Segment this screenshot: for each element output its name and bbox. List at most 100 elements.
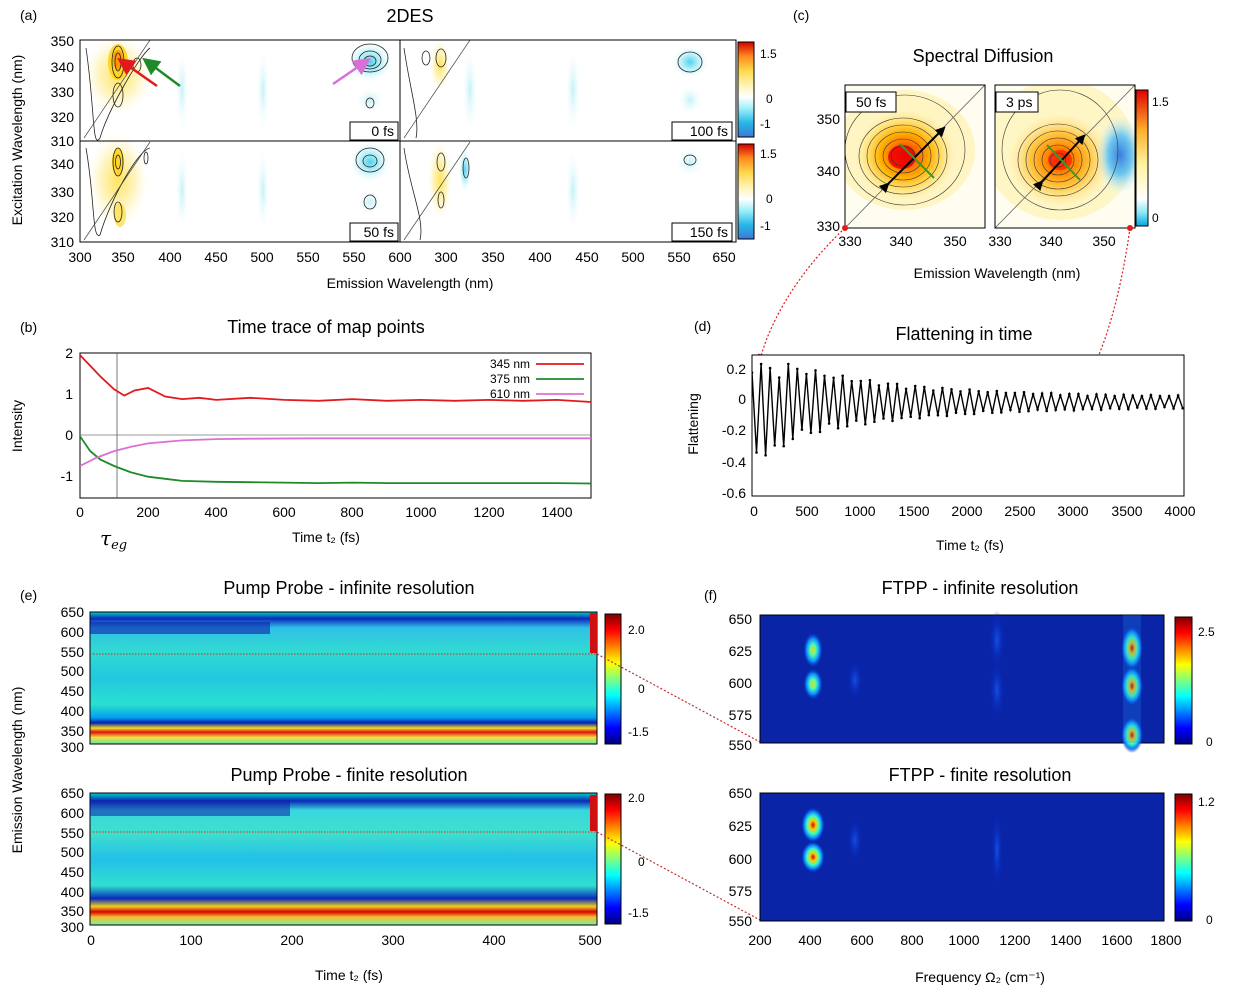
d-point (941, 386, 944, 390)
a-ytick: 320 (51, 109, 75, 125)
d-point (1099, 408, 1103, 412)
d-point (1117, 407, 1121, 411)
a-xtick: 450 (204, 249, 228, 265)
b-ytick: 1 (65, 386, 73, 402)
d-point (1036, 408, 1039, 411)
svg-text:0 fs: 0 fs (371, 123, 394, 139)
e-cbar-tick: 2.0 (628, 623, 645, 637)
b-ytick: 2 (65, 345, 73, 361)
f-yticks-top: 650 625 600 575 550 (729, 611, 753, 753)
f-xtick: 1800 (1150, 932, 1181, 948)
d-point (981, 409, 985, 413)
a-cbar-tick: -1 (760, 219, 771, 233)
d-ytick: -0.2 (722, 422, 746, 438)
f-cbar-tick: 2.5 (1198, 625, 1215, 639)
a-xtick: 500 (621, 249, 645, 265)
d-ylabel: Flattening (685, 393, 701, 454)
c-ytick: 350 (817, 111, 841, 127)
d-point (759, 362, 763, 366)
b-xtick: 1000 (405, 504, 436, 520)
e-cbar-tick: 0 (638, 855, 645, 869)
d-point (1127, 407, 1130, 411)
a-ylabel: Excitation Wavelength (nm) (9, 55, 25, 226)
d-point (1176, 394, 1180, 397)
f-xtick: 1600 (1101, 932, 1132, 948)
e-title-bottom: Pump Probe - finite resolution (230, 765, 467, 785)
b-series-line-1 (80, 435, 591, 485)
b-tau-label: τeg (100, 526, 127, 553)
f-cbar-ticks: 2.5 0 1.2 0 (1198, 625, 1215, 927)
a-xtick: 500 (250, 249, 274, 265)
a-time-label-2: 50 fs (349, 222, 399, 242)
c-frame-2 (994, 84, 1136, 229)
d-point (991, 411, 994, 415)
d-xtick: 1500 (898, 503, 929, 519)
d-point (968, 388, 971, 391)
connector-e-f-top (596, 653, 761, 743)
d-point (972, 412, 976, 416)
d-point (1163, 405, 1166, 409)
e-ytick: 400 (61, 703, 85, 719)
a-cbar-ticks: 1.5 0 -1 1.5 0 -1 (760, 47, 777, 233)
d-point (782, 444, 785, 448)
c-xlabel: Emission Wavelength (nm) (914, 265, 1081, 281)
e-ytick: 350 (61, 903, 85, 919)
d-point (841, 374, 844, 378)
f-ytick: 650 (729, 611, 753, 627)
e-cbar-ticks: 2.0 0 -1.5 2.0 0 -1.5 (628, 623, 649, 920)
a-xtick: 550 (296, 249, 320, 265)
d-point (1059, 394, 1062, 397)
e-yticks-top: 650 600 550 500 450 400 350 300 (61, 604, 85, 755)
d-xtick: 3000 (1057, 503, 1088, 519)
b-xtick: 400 (204, 504, 228, 520)
f-cbar-tick: 0 (1206, 735, 1213, 749)
panel-d-tag: (d) (694, 318, 711, 334)
d-point (850, 379, 853, 383)
d-xtick: 2500 (1004, 503, 1035, 519)
d-xtick: 0 (750, 503, 758, 519)
d-point (1054, 408, 1057, 412)
a-time-label-1: 100 fs (671, 121, 733, 141)
d-point (1149, 393, 1153, 397)
e-xtick: 100 (179, 932, 203, 948)
f-xticks: 200 400 600 800 1000 1200 1400 1600 1800 (748, 932, 1181, 948)
panel-c-title: Spectral Diffusion (913, 46, 1054, 66)
d-point (954, 411, 958, 415)
f-ytick: 550 (729, 737, 753, 753)
d-point (859, 379, 863, 383)
b-series-line-2 (80, 437, 591, 467)
d-point (1154, 407, 1157, 411)
d-point (1063, 407, 1067, 411)
d-point (1086, 394, 1089, 398)
d-point (809, 431, 813, 435)
b-xtick: 600 (272, 504, 296, 520)
c-xtick: 330 (838, 233, 862, 249)
d-point (864, 422, 867, 426)
b-legend: 345 nm 375 nm 610 nm (490, 357, 584, 401)
d-point (777, 376, 781, 379)
arrow-345nm (117, 57, 158, 88)
d-point (891, 419, 894, 423)
d-point (1027, 409, 1030, 413)
a-xtick: 550 (667, 249, 691, 265)
f-title-bottom: FTPP - finite resolution (889, 765, 1072, 785)
a-time-label-3: 150 fs (671, 222, 733, 242)
f-xtick: 1000 (948, 932, 979, 948)
d-series-line (752, 363, 1184, 456)
c-xtick: 340 (1039, 233, 1063, 249)
legend-610: 610 nm (490, 387, 530, 401)
d-point (1049, 391, 1053, 395)
b-ytick: -1 (61, 468, 74, 484)
d-point (959, 390, 962, 393)
panel-b: (b) Time trace of map points 345 nm 375 … (9, 317, 592, 553)
d-point (800, 428, 804, 431)
d-point (764, 454, 767, 457)
e-xlabel: Time t₂ (fs) (315, 967, 383, 983)
d-frame (751, 354, 1185, 497)
d-point (913, 384, 917, 388)
a-xtick: 350 (481, 249, 505, 265)
e-ytick: 400 (61, 884, 85, 900)
d-point (1145, 407, 1148, 410)
d-point (805, 372, 808, 376)
a-xtick: 600 (388, 249, 412, 265)
